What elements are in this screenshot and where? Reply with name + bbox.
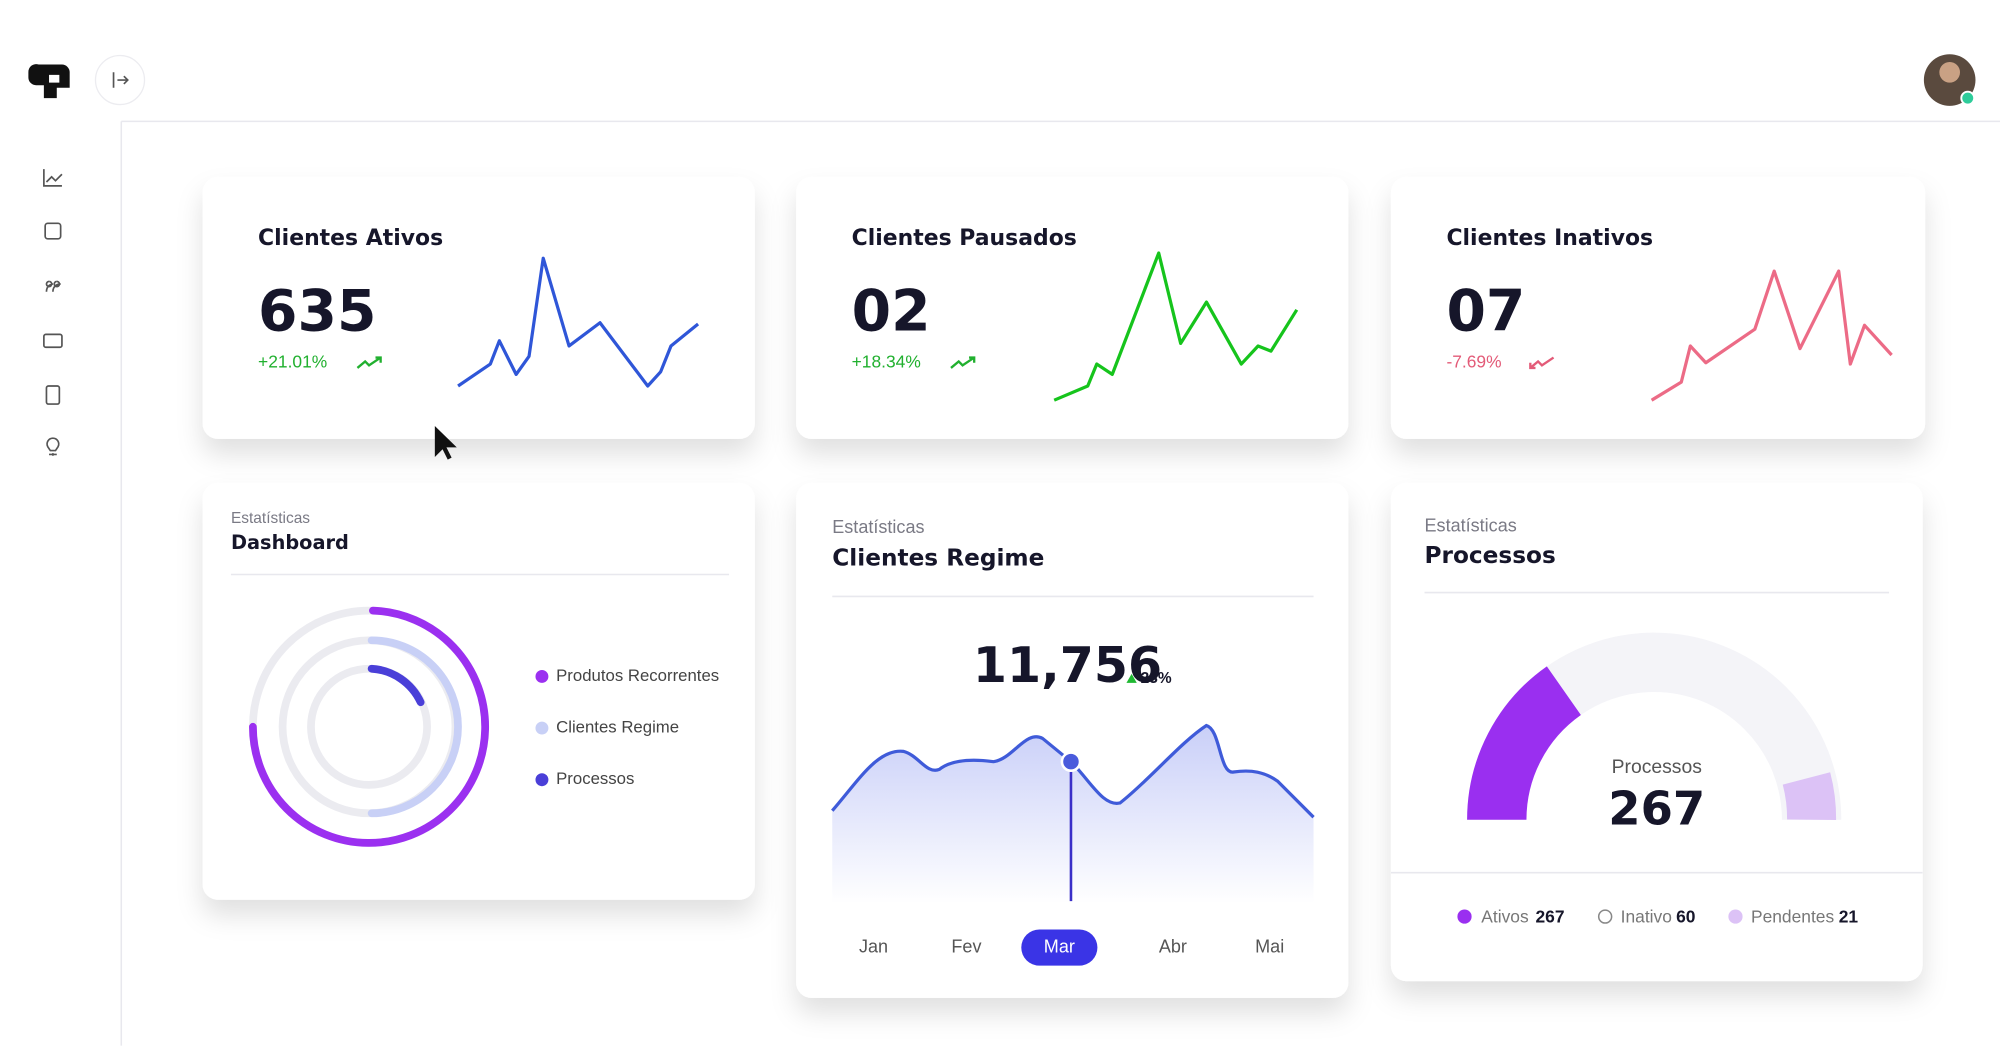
stat-card	[202, 176, 755, 439]
total-change: 23%	[1141, 670, 1172, 687]
up-triangle	[1126, 673, 1137, 683]
stat-value: 07	[1446, 279, 1525, 345]
month-pill[interactable]	[1021, 929, 1098, 966]
legend-label: Processos	[556, 769, 634, 788]
trend-icon	[950, 356, 976, 369]
gauge	[1467, 632, 1842, 821]
hover-point[interactable]	[1060, 751, 1082, 772]
gauge-pendentes	[1782, 772, 1837, 821]
card-title: Clientes Regime	[832, 544, 1044, 571]
legend-label: Inativo	[1621, 906, 1672, 926]
legend-value: 267	[1535, 906, 1564, 926]
logo[interactable]	[28, 64, 70, 99]
legend-dot	[1597, 909, 1613, 924]
trend-icon	[1529, 356, 1555, 370]
month-label[interactable]: Jan	[859, 936, 888, 956]
month-label[interactable]: Fev	[951, 936, 981, 956]
stat-cards: Clientes Ativos 635 +21.01% Clientes Pausad…	[202, 176, 1926, 439]
ring-chart	[249, 606, 490, 847]
stat-card	[796, 176, 1349, 439]
legend-dot	[1728, 909, 1743, 924]
nav-analytics[interactable]	[43, 169, 63, 187]
legend: Ativos 267 Inativo 60 Pendentes 21	[1457, 906, 1858, 926]
trend-icon	[356, 356, 382, 369]
avatar-face	[1939, 61, 1960, 83]
sparkline	[1053, 251, 1299, 402]
stat-title: Clientes Inativos	[1446, 226, 1653, 251]
legend: Produtos Recorrentes Clientes Regime Proce…	[535, 666, 719, 788]
stat-value: 635	[258, 279, 376, 345]
month-label[interactable]: Mai	[1255, 936, 1284, 956]
stat-change: +21.01%	[258, 351, 327, 371]
card-kicker: Estatísticas	[832, 517, 924, 537]
nav-team[interactable]	[45, 280, 61, 292]
month-label[interactable]: Abr	[1159, 936, 1187, 956]
gauge-value: 267	[1608, 782, 1705, 836]
stat-change: -7.69%	[1446, 351, 1501, 371]
collapse-icon	[112, 72, 129, 88]
stat-card	[1390, 176, 1926, 439]
gauge-label: Processos	[1612, 756, 1702, 778]
card-title: Processos	[1425, 542, 1556, 569]
legend-label: Produtos Recorrentes	[556, 666, 719, 685]
gauge-ativos	[1467, 666, 1582, 821]
ring-produtos	[249, 606, 490, 847]
mouse-cursor	[434, 426, 457, 460]
ring-processos	[367, 664, 425, 707]
processos-card	[1390, 482, 1923, 982]
legend-label: Ativos	[1481, 906, 1529, 926]
legend-dot	[535, 670, 549, 683]
sparkline	[1650, 269, 1893, 402]
stat-value: 02	[852, 279, 931, 345]
month-label[interactable]: Mar	[1044, 936, 1075, 956]
sparkline	[457, 256, 700, 388]
legend-value: 60	[1676, 906, 1695, 926]
legend-dot	[535, 721, 549, 735]
ring-regime	[367, 636, 462, 818]
month-tabs: Jan Fev Mar Abr Mai	[859, 929, 1284, 966]
legend-dot	[1457, 909, 1472, 924]
legend-value: 21	[1839, 906, 1859, 926]
sidebar-nav	[43, 169, 63, 456]
stat-title: Clientes Pausados	[852, 226, 1077, 251]
nav-ideas[interactable]	[46, 437, 60, 456]
logo-mark	[28, 64, 70, 99]
nav-briefcase[interactable]	[43, 333, 63, 349]
legend-dot	[535, 773, 549, 787]
area-fill	[832, 725, 1314, 904]
card-kicker: Estatísticas	[231, 510, 310, 527]
online-status	[1960, 90, 1976, 106]
stat-title: Clientes Ativos	[258, 226, 443, 251]
stat-change: +18.34%	[852, 351, 921, 371]
nav-documents[interactable]	[45, 385, 61, 405]
nav-clients[interactable]	[44, 222, 62, 240]
legend-label: Clientes Regime	[556, 718, 679, 737]
card-kicker: Estatísticas	[1425, 515, 1517, 535]
total-value: 11,756	[973, 636, 1162, 694]
card-title: Dashboard	[231, 531, 349, 554]
legend-label: Pendentes	[1751, 906, 1835, 926]
